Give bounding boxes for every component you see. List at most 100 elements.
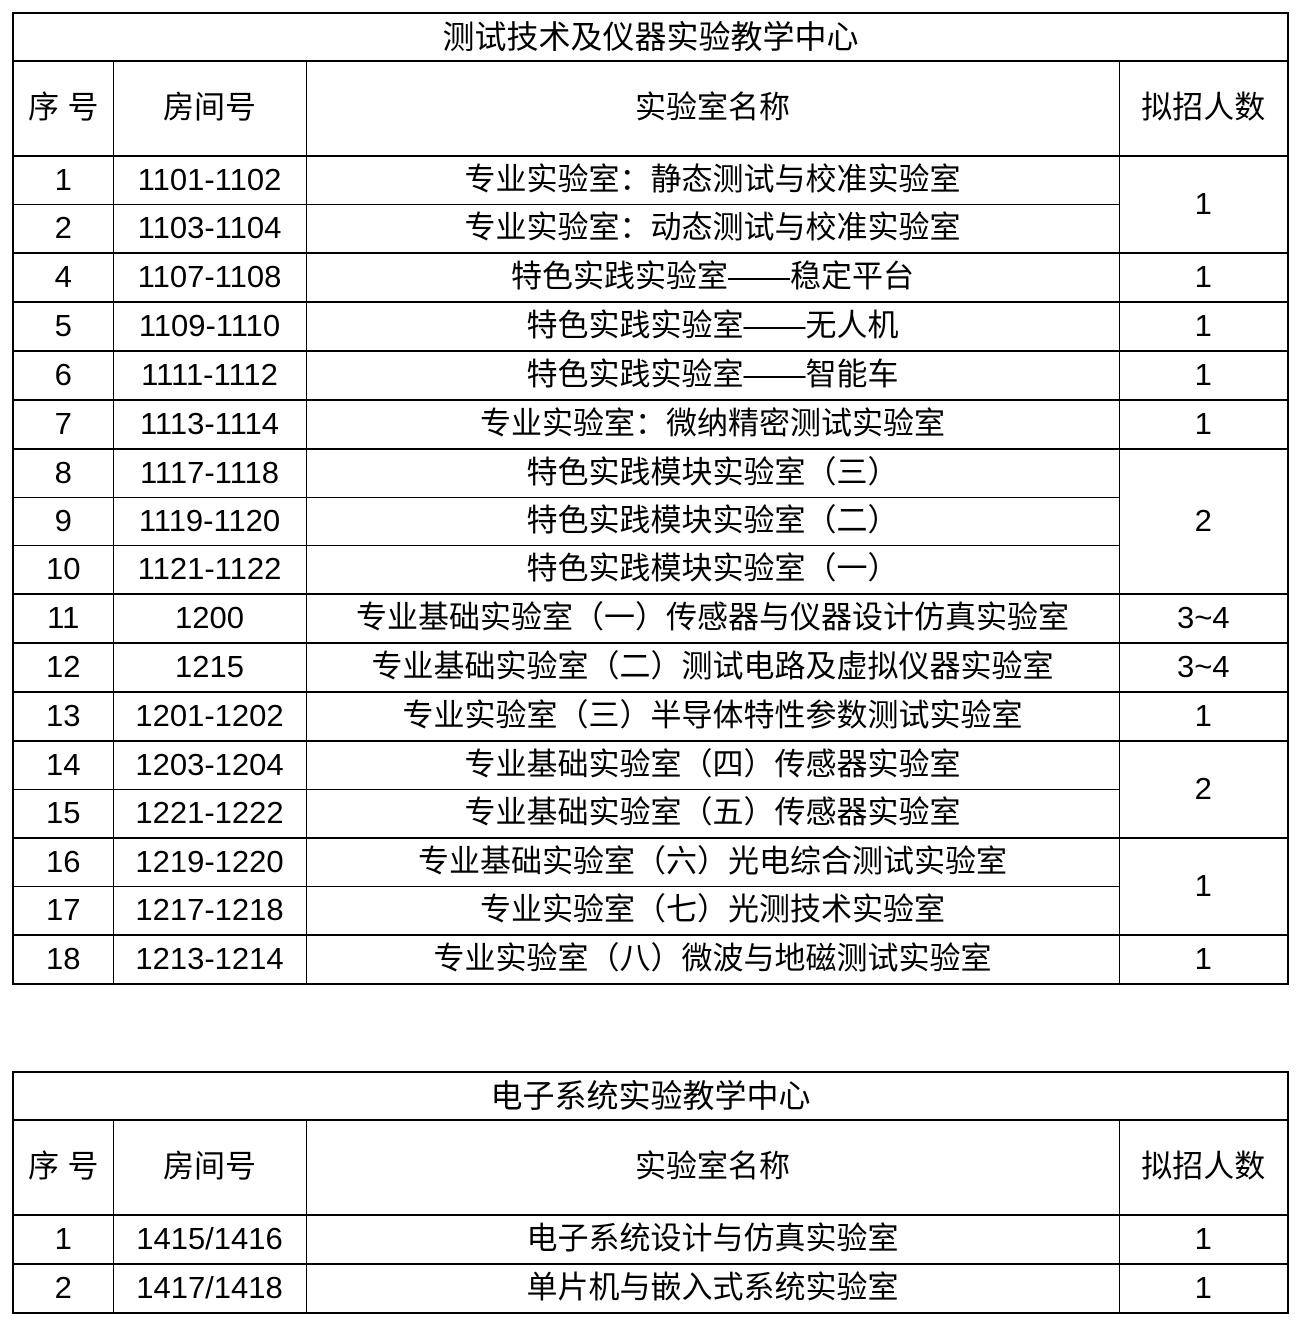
row-index-cell: 8 (12, 448, 114, 498)
table-row: 2 1417/1418 单片机与嵌入式系统实验室 1 (12, 1263, 1289, 1314)
room-cell: 1201-1202 (112, 691, 307, 742)
table-row: 9 1119-1120 特色实践模块实验室（二） (12, 497, 1288, 546)
lab-name-cell: 专业基础实验室（二）测试电路及虚拟仪器实验室 (305, 642, 1120, 693)
top-margin (0, 0, 1310, 12)
room-cell: 1415/1416 (112, 1214, 307, 1265)
lab-name-cell: 特色实践模块实验室（一） (305, 545, 1120, 595)
table-header-row: 序 号 房间号 实验室名称 拟招人数 (12, 1119, 1289, 1216)
row-index-cell: 2 (12, 204, 114, 254)
count-cell: 1 (1118, 691, 1289, 742)
row-index-cell: 1 (12, 155, 114, 205)
lab-name-cell: 专业实验室（三）半导体特性参数测试实验室 (305, 691, 1120, 742)
lab-name-cell: 专业基础实验室（六）光电综合测试实验室 (305, 837, 1120, 887)
count-cell: 1 (1118, 399, 1289, 450)
table-row: 2 1103-1104 专业实验室：动态测试与校准实验室 (12, 204, 1288, 254)
row-index-cell: 17 (12, 886, 114, 936)
room-cell: 1200 (112, 593, 307, 644)
room-cell: 1111-1112 (112, 350, 307, 401)
table-row: 15 1221-1222 专业基础实验室（五）传感器实验室 (12, 789, 1288, 839)
count-cell: 3~4 (1118, 593, 1289, 644)
row-index-cell: 11 (12, 593, 114, 644)
table-row: 14 1203-1204 专业基础实验室（四）传感器实验室 2 (12, 740, 1289, 839)
count-cell: 1 (1118, 350, 1289, 401)
table-row: 4 1107-1108 特色实践实验室——稳定平台 1 (12, 252, 1289, 303)
row-index-cell: 14 (12, 740, 114, 790)
table-title: 测试技术及仪器实验教学中心 (12, 12, 1289, 62)
count-cell: 1 (1118, 934, 1289, 985)
table-title: 电子系统实验教学中心 (12, 1071, 1289, 1121)
row-index-cell: 10 (12, 545, 114, 595)
count-cell: 1 (1118, 1214, 1289, 1265)
lab-name-cell: 专业实验室（八）微波与地磁测试实验室 (305, 934, 1120, 985)
lab-name-cell: 专业实验室：微纳精密测试实验室 (305, 399, 1120, 450)
lab-name-cell: 单片机与嵌入式系统实验室 (305, 1263, 1120, 1314)
room-cell: 1203-1204 (112, 740, 307, 790)
count-cell: 1 (1118, 1263, 1289, 1314)
table-electronic-system-center: 电子系统实验教学中心 序 号 房间号 实验室名称 拟招人数 1 1415/141… (12, 1071, 1290, 1314)
lab-name-cell: 特色实践实验室——无人机 (305, 301, 1120, 352)
table-row: 17 1217-1218 专业实验室（七）光测技术实验室 (12, 886, 1288, 936)
room-cell: 1103-1104 (112, 204, 307, 254)
room-cell: 1221-1222 (112, 789, 307, 839)
table-row: 6 1111-1112 特色实践实验室——智能车 1 (12, 350, 1289, 401)
count-cell: 1 (1118, 301, 1289, 352)
table-row: 13 1201-1202 专业实验室（三）半导体特性参数测试实验室 1 (12, 691, 1289, 742)
header-count: 拟招人数 (1118, 60, 1289, 157)
room-cell: 1219-1220 (112, 837, 307, 887)
table-row: 5 1109-1110 特色实践实验室——无人机 1 (12, 301, 1289, 352)
table-row: 11 1200 专业基础实验室（一）传感器与仪器设计仿真实验室 3~4 (12, 593, 1289, 644)
room-cell: 1107-1108 (112, 252, 307, 303)
row-index-cell: 13 (12, 691, 114, 742)
row-index-cell: 15 (12, 789, 114, 839)
room-cell: 1119-1120 (112, 497, 307, 546)
header-index: 序 号 (12, 1119, 114, 1216)
count-cell: 1 (1118, 252, 1289, 303)
room-cell: 1121-1122 (112, 545, 307, 595)
row-index-cell: 5 (12, 301, 114, 352)
table-row: 测试技术及仪器实验教学中心 (12, 12, 1289, 62)
lab-name-cell: 专业基础实验室（一）传感器与仪器设计仿真实验室 (305, 593, 1120, 644)
table-row: 18 1213-1214 专业实验室（八）微波与地磁测试实验室 1 (12, 934, 1289, 985)
room-cell: 1109-1110 (112, 301, 307, 352)
lab-name-cell: 专业实验室：静态测试与校准实验室 (305, 155, 1120, 205)
row-index-cell: 12 (12, 642, 114, 693)
lab-name-cell: 特色实践模块实验室（三） (305, 448, 1120, 498)
room-cell: 1215 (112, 642, 307, 693)
lab-name-cell: 专业基础实验室（五）传感器实验室 (305, 789, 1120, 839)
lab-name-cell: 专业基础实验室（四）传感器实验室 (305, 740, 1120, 790)
lab-name-cell: 专业实验室：动态测试与校准实验室 (305, 204, 1120, 254)
table-row: 1 1415/1416 电子系统设计与仿真实验室 1 (12, 1214, 1289, 1265)
lab-name-cell: 专业实验室（七）光测技术实验室 (305, 886, 1120, 936)
table-header-row: 序 号 房间号 实验室名称 拟招人数 (12, 60, 1289, 157)
table-row: 12 1215 专业基础实验室（二）测试电路及虚拟仪器实验室 3~4 (12, 642, 1289, 693)
lab-name-cell: 特色实践模块实验室（二） (305, 497, 1120, 546)
table-row: 16 1219-1220 专业基础实验室（六）光电综合测试实验室 1 (12, 837, 1289, 936)
room-cell: 1213-1214 (112, 934, 307, 985)
row-index-cell: 4 (12, 252, 114, 303)
table-gap (0, 985, 1310, 1071)
row-index-cell: 6 (12, 350, 114, 401)
header-room: 房间号 (112, 1119, 307, 1216)
room-cell: 1113-1114 (112, 399, 307, 450)
count-cell: 1 (1118, 837, 1289, 936)
count-cell: 3~4 (1118, 642, 1289, 693)
header-lab-name: 实验室名称 (305, 1119, 1120, 1216)
room-cell: 1417/1418 (112, 1263, 307, 1314)
table-row: 7 1113-1114 专业实验室：微纳精密测试实验室 1 (12, 399, 1289, 450)
table-row: 电子系统实验教学中心 (12, 1071, 1289, 1121)
header-index: 序 号 (12, 60, 114, 157)
table-row: 1 1101-1102 专业实验室：静态测试与校准实验室 1 (12, 155, 1289, 254)
table-row: 10 1121-1122 特色实践模块实验室（一） (12, 545, 1288, 595)
row-index-cell: 2 (12, 1263, 114, 1314)
row-index-cell: 18 (12, 934, 114, 985)
count-cell: 2 (1118, 448, 1289, 595)
room-cell: 1117-1118 (112, 448, 307, 498)
room-cell: 1101-1102 (112, 155, 307, 205)
row-index-cell: 9 (12, 497, 114, 546)
table-test-instrument-center: 测试技术及仪器实验教学中心 序 号 房间号 实验室名称 拟招人数 1 1101-… (12, 12, 1290, 985)
count-cell: 1 (1118, 155, 1289, 254)
count-cell: 2 (1118, 740, 1289, 839)
lab-name-cell: 特色实践实验室——稳定平台 (305, 252, 1120, 303)
lab-name-cell: 特色实践实验室——智能车 (305, 350, 1120, 401)
